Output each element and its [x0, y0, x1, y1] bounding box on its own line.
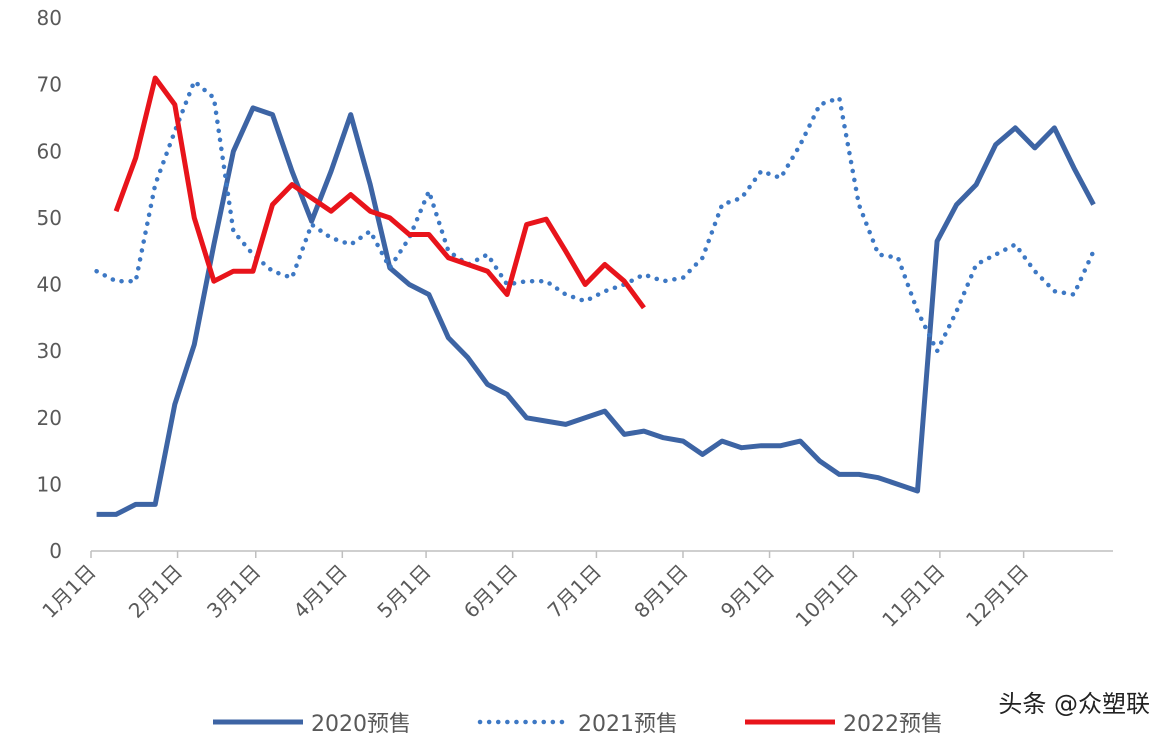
- y-tick-label: 30: [37, 339, 62, 363]
- x-tick-label: 2月1日: [124, 560, 187, 623]
- x-tick-label: 8月1日: [629, 560, 692, 623]
- x-tick-label: 5月1日: [372, 560, 435, 623]
- x-tick-label: 3月1日: [202, 560, 265, 623]
- y-tick-label: 0: [49, 539, 62, 563]
- series-line: [96, 105, 1096, 517]
- series-line: [94, 77, 1096, 357]
- x-tick-label: 11月1日: [877, 560, 949, 632]
- x-tick-label: 10月1日: [791, 560, 863, 632]
- x-tick-label: 9月1日: [716, 560, 779, 623]
- x-tick-label: 12月1日: [961, 560, 1033, 632]
- x-tick-label: 6月1日: [459, 560, 522, 623]
- y-tick-label: 50: [37, 206, 62, 230]
- legend-label: 2020预售: [311, 712, 411, 737]
- series-line: [113, 75, 646, 310]
- y-tick-label: 40: [37, 273, 62, 297]
- legend-label: 2022预售: [843, 712, 943, 737]
- x-tick-label: 1月1日: [37, 560, 100, 623]
- y-tick-label: 60: [37, 139, 62, 163]
- y-tick-label: 20: [37, 406, 62, 430]
- x-tick-label: 4月1日: [289, 560, 352, 623]
- x-tick-label: 7月1日: [543, 560, 606, 623]
- y-tick-label: 10: [37, 472, 62, 496]
- watermark: 头条 @众塑联: [998, 690, 1150, 718]
- y-tick-label: 70: [37, 73, 62, 97]
- y-tick-label: 80: [37, 6, 62, 30]
- legend-label: 2021预售: [578, 712, 678, 737]
